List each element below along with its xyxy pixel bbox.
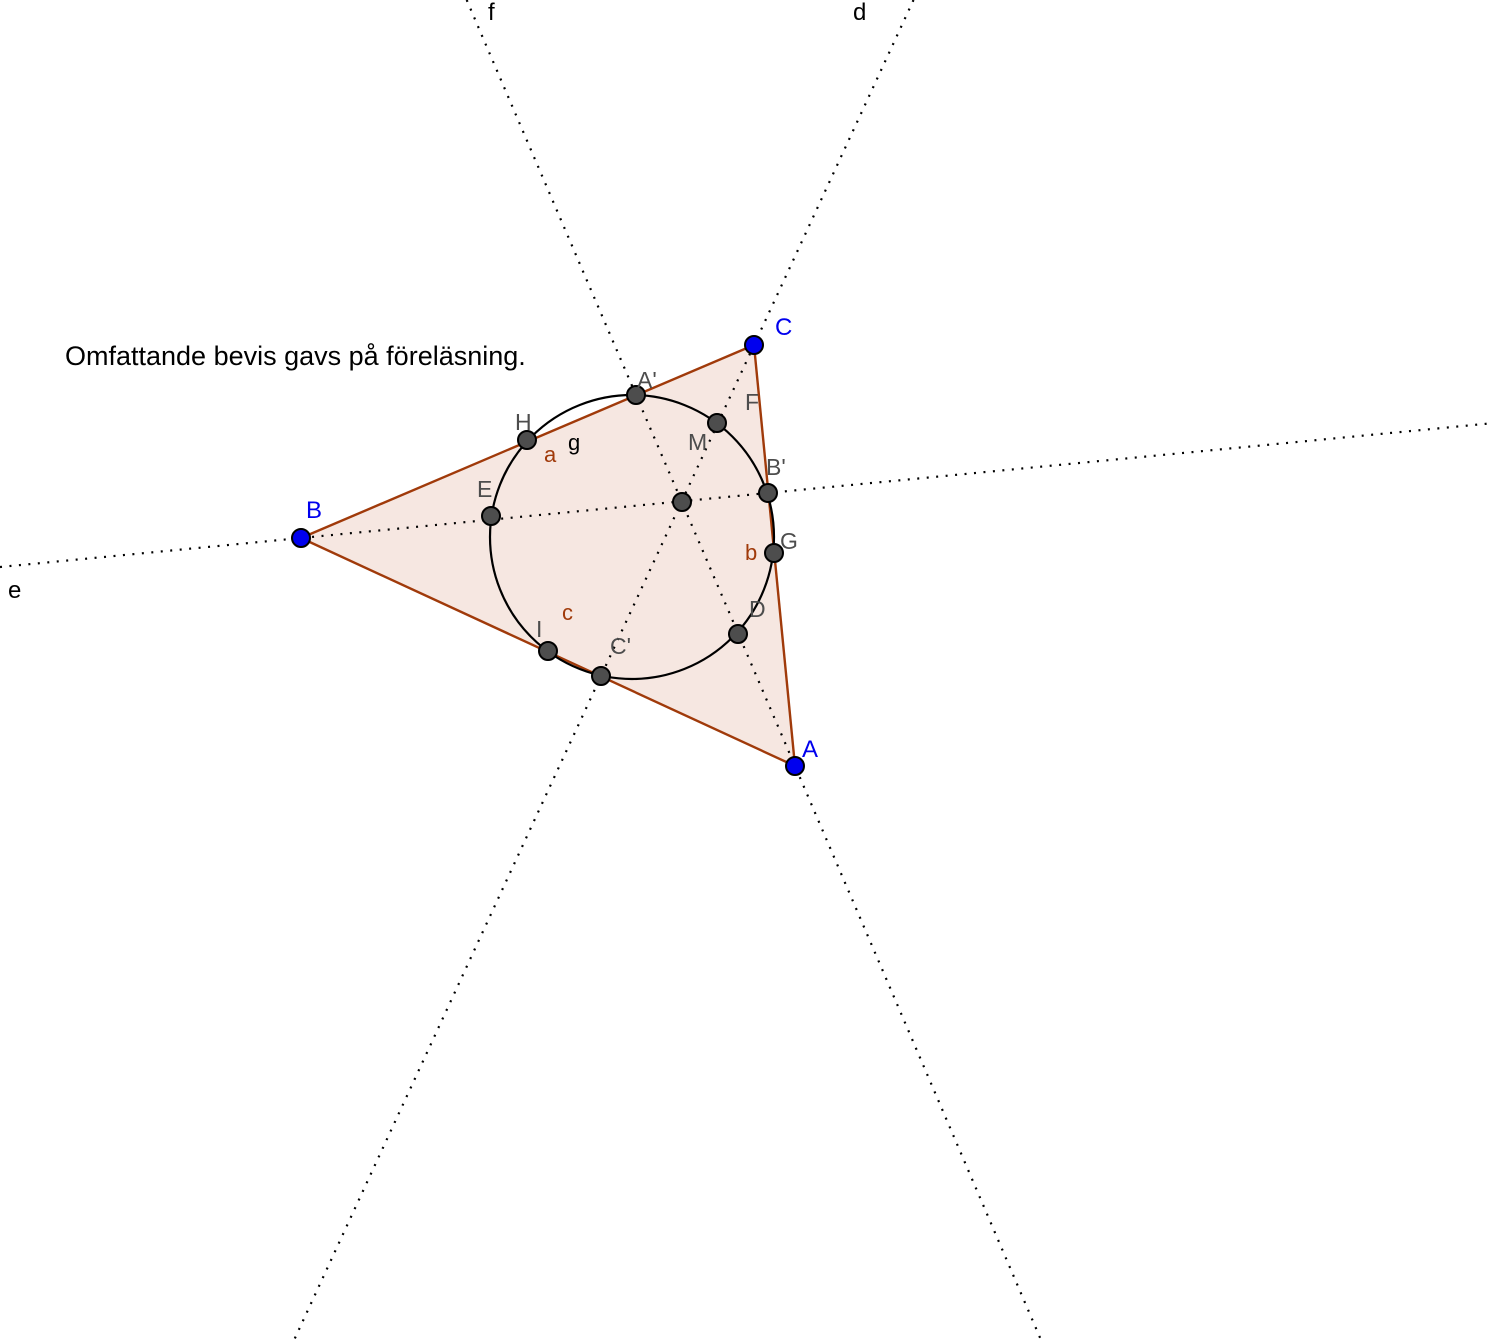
svg-text:G: G [780, 528, 798, 554]
svg-text:A': A' [637, 367, 657, 393]
svg-text:b: b [745, 540, 757, 565]
svg-text:a: a [544, 442, 557, 467]
svg-text:C': C' [610, 633, 631, 659]
svg-text:E: E [477, 476, 492, 502]
svg-text:D: D [749, 596, 766, 622]
svg-text:g: g [568, 430, 580, 455]
svg-text:F: F [745, 389, 759, 415]
svg-text:B': B' [766, 454, 786, 480]
svg-text:I: I [536, 616, 542, 642]
svg-text:H: H [515, 409, 532, 435]
svg-text:f: f [488, 0, 495, 26]
svg-text:A: A [802, 736, 818, 763]
svg-text:Omfattande bevis gavs på förel: Omfattande bevis gavs på föreläsning. [65, 341, 526, 371]
svg-text:c: c [562, 600, 573, 625]
svg-text:e: e [8, 577, 21, 604]
svg-text:B: B [306, 497, 322, 524]
svg-text:d: d [853, 0, 866, 26]
svg-text:M: M [688, 429, 707, 455]
svg-text:C: C [775, 314, 792, 341]
